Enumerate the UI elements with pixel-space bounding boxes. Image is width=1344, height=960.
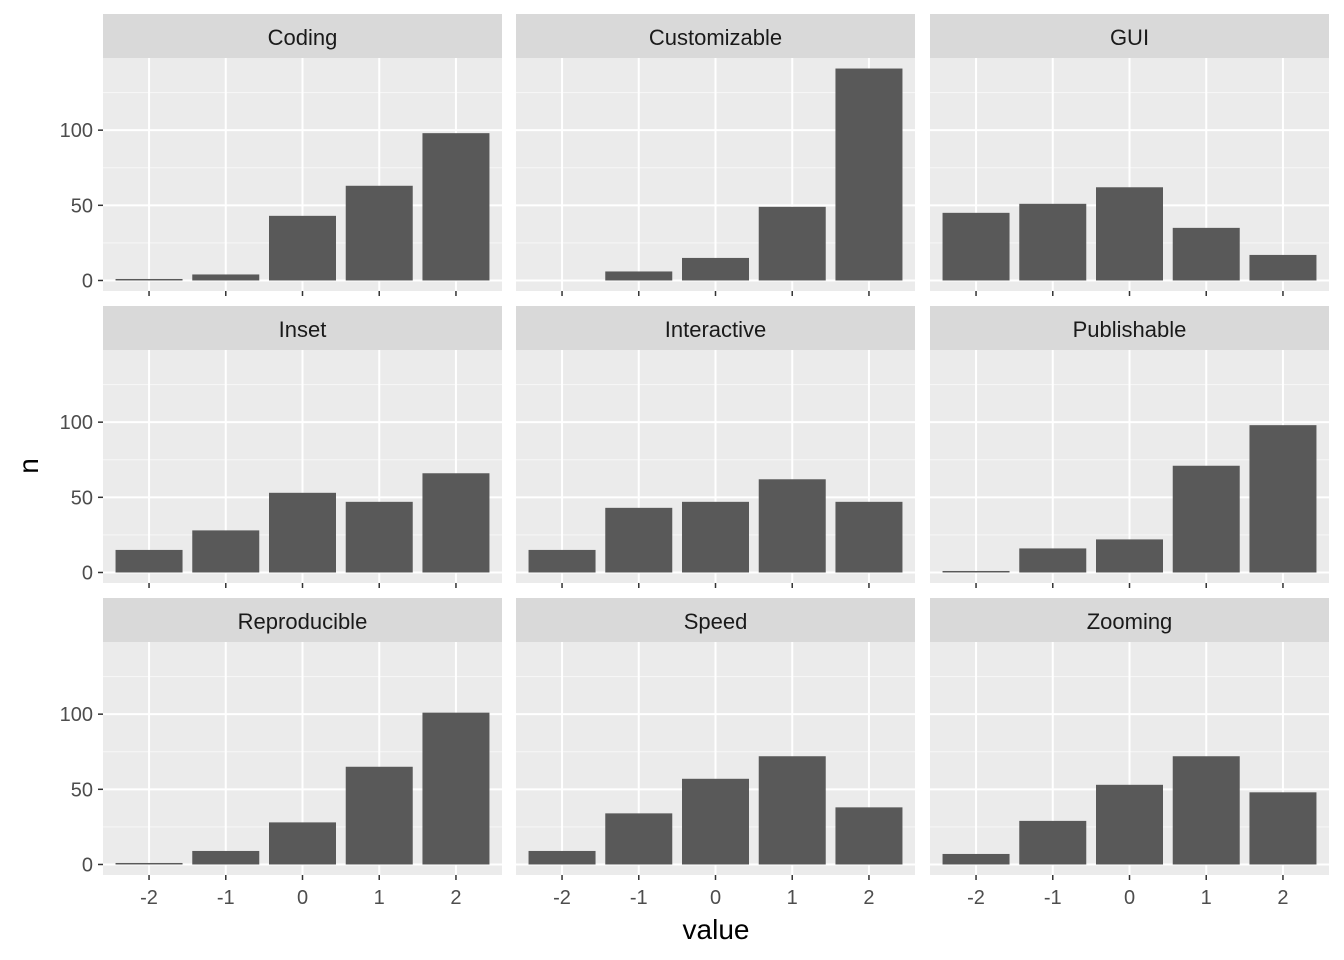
y-tick-label: 50 (71, 487, 93, 509)
facet-title: GUI (1110, 25, 1149, 50)
facet-panel: Coding 0 50 100 (60, 14, 502, 296)
facet-title: Zooming (1087, 609, 1173, 634)
bar (1019, 548, 1087, 573)
bar (269, 822, 336, 865)
bar (1172, 465, 1240, 573)
bar (192, 530, 260, 573)
y-tick-label: 50 (71, 195, 93, 217)
facet-title: Interactive (665, 317, 767, 342)
y-tick-label: 100 (60, 412, 93, 434)
x-tick-label: -2 (967, 887, 985, 909)
bar (605, 813, 673, 865)
facet-strip (516, 598, 915, 642)
bar (115, 862, 183, 865)
bar (345, 766, 413, 865)
bar (192, 850, 260, 865)
x-tick-label: 2 (1277, 887, 1288, 909)
facet-panel: Zooming -2 -1 0 1 2 (930, 598, 1329, 909)
bar (115, 549, 183, 573)
x-tick-label: 1 (787, 887, 798, 909)
x-tick-label: 1 (374, 887, 385, 909)
x-tick-label: -1 (1044, 887, 1062, 909)
bar (1172, 756, 1240, 865)
bar (1096, 187, 1163, 281)
facet-panel: Speed -2 -1 0 1 2 (516, 598, 915, 909)
x-tick-label: 0 (297, 887, 308, 909)
facet-panel: Customizable (516, 14, 915, 296)
x-tick-label: -1 (217, 887, 235, 909)
bar (345, 501, 413, 573)
bar (422, 712, 490, 865)
bar (1019, 203, 1087, 281)
facet-strip (103, 306, 502, 350)
y-tick-label: 100 (60, 704, 93, 726)
bar (835, 807, 903, 865)
facet-strip (516, 14, 915, 58)
facet-strip (930, 306, 1329, 350)
facet-title: Reproducible (238, 609, 368, 634)
facet-panel: Reproducible 0 50 100 -2 -1 0 1 2 (60, 598, 502, 909)
y-tick-label: 0 (82, 854, 93, 876)
y-tick-label: 50 (71, 779, 93, 801)
facet-panel: Interactive (516, 306, 915, 588)
bar (605, 271, 673, 281)
x-tick-label: -2 (553, 887, 571, 909)
bar (1249, 792, 1317, 865)
facet-panel: GUI (930, 14, 1329, 296)
facet-title: Coding (268, 25, 338, 50)
facet-title: Speed (684, 609, 748, 634)
bar (835, 501, 903, 573)
bar (758, 756, 826, 865)
facet-strip (930, 598, 1329, 642)
bar (1249, 254, 1317, 281)
bar (942, 212, 1010, 281)
bar (1019, 820, 1087, 865)
y-tick-label: 100 (60, 120, 93, 142)
x-tick-label: 2 (863, 887, 874, 909)
bar (942, 570, 1010, 573)
bar (1096, 784, 1163, 865)
facet-strip (930, 14, 1329, 58)
bar (192, 274, 260, 281)
facet-strip (103, 598, 502, 642)
x-axis-title: value (683, 914, 750, 945)
bar (758, 479, 826, 573)
facet-strip (103, 14, 502, 58)
y-tick-label: 0 (82, 562, 93, 584)
bar (422, 473, 490, 573)
y-tick-label: 0 (82, 270, 93, 292)
x-tick-label: -1 (630, 887, 648, 909)
x-tick-label: -2 (140, 887, 158, 909)
bar (1096, 539, 1163, 573)
bar (528, 850, 596, 865)
facet-strip (516, 306, 915, 350)
bar (682, 257, 749, 281)
y-axis-title: n (13, 458, 44, 474)
facet-panel: Publishable (930, 306, 1329, 588)
bar (682, 778, 749, 865)
bar (269, 215, 336, 281)
bar (682, 501, 749, 573)
x-tick-label: 0 (1124, 887, 1135, 909)
x-tick-label: 1 (1201, 887, 1212, 909)
bar (835, 68, 903, 281)
bar (942, 853, 1010, 865)
bar (269, 492, 336, 573)
bar (1172, 227, 1240, 281)
facet-title: Publishable (1073, 317, 1187, 342)
bar (605, 507, 673, 573)
bar (1249, 425, 1317, 573)
bar (345, 185, 413, 281)
bar (422, 133, 490, 281)
bar (528, 549, 596, 573)
bar (758, 206, 826, 281)
facet-title: Customizable (649, 25, 782, 50)
bar (115, 278, 183, 281)
x-tick-label: 0 (710, 887, 721, 909)
x-tick-label: 2 (450, 887, 461, 909)
facet-panel: Inset 0 50 100 (60, 306, 502, 588)
facet-title: Inset (279, 317, 327, 342)
